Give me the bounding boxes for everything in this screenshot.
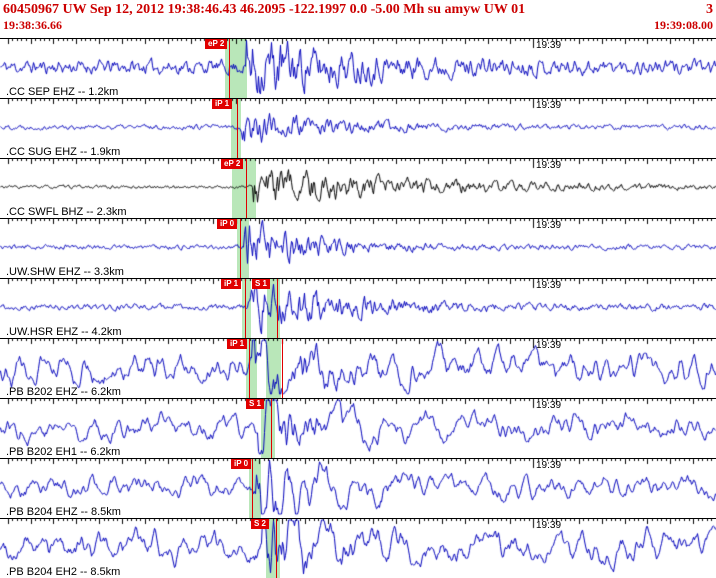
station-label[interactable]: .PB B202 EH1 -- 6.2km [6, 446, 121, 458]
minute-tick-label: 19:39 [536, 40, 562, 51]
minute-tick-label: 19:39 [536, 160, 562, 171]
pick-uncertainty-band[interactable] [266, 339, 281, 398]
trace-panel: iP 1 19:39 .CC SUG EHZ -- 1.9km [0, 98, 716, 158]
trace-panel: S 2 19:39 .PB B204 EH2 -- 8.5km [0, 518, 716, 578]
pick-time-line[interactable] [271, 399, 272, 458]
trace-panel: eP 2 19:39 .CC SWFL BHZ -- 2.3km [0, 158, 716, 218]
station-label[interactable]: .PB B204 EH2 -- 8.5km [6, 566, 121, 578]
trace-panel: iP 0 19:39 .UW.SHW EHZ -- 3.3km [0, 218, 716, 278]
station-label[interactable]: .PB B204 EHZ -- 8.5km [6, 506, 121, 518]
minute-tick-label: 19:39 [536, 340, 562, 351]
event-title: 60450967 UW Sep 12, 2012 19:38:46.43 46.… [3, 2, 526, 17]
station-label[interactable]: .CC SUG EHZ -- 1.9km [6, 146, 121, 158]
trace-list: eP 2 19:39 .CC SEP EHZ -- 1.2km iP 1 19:39 .C… [0, 38, 716, 578]
pick-label[interactable]: S 1 [252, 279, 271, 289]
pick-uncertainty-band[interactable] [237, 219, 249, 278]
pick-uncertainty-band[interactable] [246, 339, 257, 398]
window-end-time: 19:39:08.00 [654, 18, 713, 32]
trace-panel: iP 1 19:39 .PB B202 EHZ -- 6.2km [0, 338, 716, 398]
minute-tick-label: 19:39 [536, 400, 562, 411]
event-summary-row: 60450967 UW Sep 12, 2012 19:38:46.43 46.… [0, 0, 716, 18]
station-label[interactable]: .PB B202 EHZ -- 6.2km [6, 386, 121, 398]
pick-time-line[interactable] [229, 39, 230, 98]
station-label[interactable]: .UW.SHW EHZ -- 3.3km [6, 266, 124, 278]
pick-time-line[interactable] [237, 99, 238, 158]
pick-time-line[interactable] [276, 519, 277, 578]
station-label[interactable]: .CC SWFL BHZ -- 2.3km [6, 206, 127, 218]
event-flag: 3 [706, 2, 713, 17]
header: 60450967 UW Sep 12, 2012 19:38:46.43 46.… [0, 0, 716, 38]
minute-tick-label: 19:39 [536, 280, 562, 291]
pick-label[interactable]: iP 1 [221, 279, 242, 289]
minute-tick-label: 19:39 [536, 460, 562, 471]
pick-time-line[interactable] [282, 339, 283, 398]
pick-label[interactable]: iP 0 [231, 459, 252, 469]
pick-time-line[interactable] [246, 159, 247, 218]
pick-uncertainty-band[interactable] [231, 99, 241, 158]
pick-label[interactable]: iP 1 [212, 99, 233, 109]
pick-time-line[interactable] [245, 279, 246, 338]
pick-time-line[interactable] [252, 459, 253, 518]
minute-tick-label: 19:39 [536, 520, 562, 531]
pick-label[interactable]: eP 2 [205, 39, 228, 49]
pick-label[interactable]: eP 2 [221, 159, 244, 169]
trace-panel: iP 0 19:39 .PB B204 EHZ -- 8.5km [0, 458, 716, 518]
minute-tick-label: 19:39 [536, 220, 562, 231]
pick-label[interactable]: iP 1 [227, 339, 248, 349]
trace-panel: iP 1 S 1 19:39 .UW.HSR EHZ -- 4.2km [0, 278, 716, 338]
pick-label[interactable]: S 2 [251, 519, 270, 529]
pick-label[interactable]: iP 0 [217, 219, 238, 229]
station-label[interactable]: .UW.HSR EHZ -- 4.2km [6, 326, 122, 338]
pick-label[interactable]: S 1 [246, 399, 265, 409]
pick-time-line[interactable] [277, 279, 278, 338]
pick-uncertainty-band[interactable] [242, 279, 251, 338]
station-label[interactable]: .CC SEP EHZ -- 1.2km [6, 86, 119, 98]
pick-time-line[interactable] [249, 339, 250, 398]
trace-panel: eP 2 19:39 .CC SEP EHZ -- 1.2km [0, 38, 716, 98]
trace-panel: S 1 19:39 .PB B202 EH1 -- 6.2km [0, 398, 716, 458]
window-start-time: 19:38:36.66 [3, 18, 62, 32]
pick-time-line[interactable] [240, 219, 241, 278]
time-range-row: 19:38:36.66 19:39:08.00 [0, 18, 716, 32]
minute-tick-label: 19:39 [536, 100, 562, 111]
